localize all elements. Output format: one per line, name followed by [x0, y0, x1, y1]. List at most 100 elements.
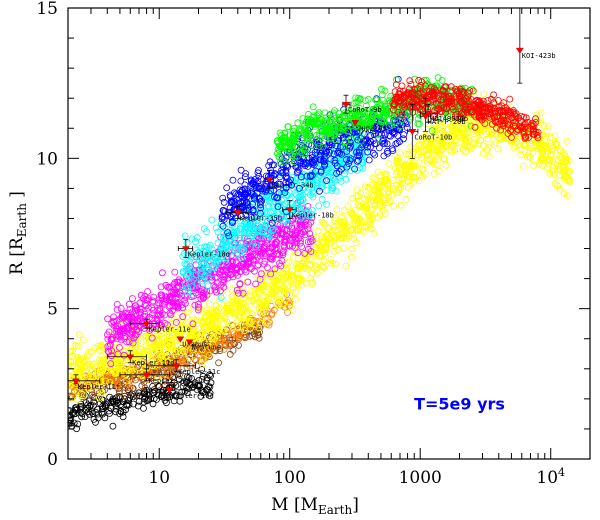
point: [374, 168, 382, 176]
point: [494, 145, 502, 153]
point: [98, 367, 106, 375]
point: [162, 392, 170, 400]
series-yellow: [68, 88, 574, 404]
point: [133, 391, 141, 399]
point: [540, 122, 547, 129]
point: [320, 257, 328, 265]
point: [77, 400, 85, 408]
point: [396, 149, 403, 157]
point: [94, 414, 102, 422]
point: [381, 131, 389, 139]
point: [164, 366, 171, 374]
point: [74, 420, 82, 428]
point: [323, 200, 331, 208]
point: [89, 393, 97, 401]
point: [161, 373, 169, 381]
planet-label: Neptune: [192, 344, 222, 352]
point: [451, 146, 459, 154]
point: [256, 319, 264, 327]
point: [218, 336, 225, 344]
point: [68, 416, 74, 424]
point: [73, 405, 81, 413]
point: [110, 398, 117, 406]
point: [217, 312, 225, 320]
point: [415, 159, 423, 166]
point: [125, 401, 133, 409]
point: [98, 395, 106, 403]
planet-label: Kepler-11c: [178, 368, 220, 376]
point: [215, 306, 222, 313]
point: [89, 410, 97, 417]
point: [127, 383, 135, 391]
point: [213, 318, 221, 326]
point: [168, 337, 176, 345]
point: [366, 194, 374, 202]
point: [149, 358, 156, 366]
point: [91, 344, 98, 352]
point: [274, 276, 281, 284]
point: [380, 188, 387, 196]
point: [121, 392, 128, 400]
planet-label: Kepler-20d: [149, 377, 191, 385]
point: [230, 340, 238, 348]
point: [415, 177, 423, 185]
point: [364, 196, 372, 204]
point: [510, 144, 518, 152]
point: [349, 194, 357, 202]
point: [553, 161, 561, 169]
point: [127, 391, 135, 399]
point: [142, 393, 150, 401]
point: [261, 315, 269, 322]
point: [177, 358, 185, 365]
point: [447, 123, 454, 130]
point: [113, 380, 120, 388]
point: [258, 314, 266, 322]
point: [114, 381, 122, 389]
point: [411, 177, 418, 185]
point: [220, 198, 228, 206]
point: [176, 392, 184, 400]
planet-label: Kepler-18d: [188, 251, 230, 259]
point: [120, 398, 127, 406]
point: [73, 388, 81, 396]
point: [80, 383, 88, 390]
planet-label: CoRoT-10b: [414, 133, 452, 141]
point: [205, 300, 213, 308]
point: [292, 288, 300, 296]
point: [400, 131, 408, 139]
point: [394, 154, 402, 162]
point: [245, 297, 253, 305]
point: [555, 162, 562, 170]
point: [315, 252, 323, 260]
point: [75, 342, 82, 350]
point: [79, 336, 87, 344]
point: [427, 134, 435, 142]
point: [325, 234, 333, 242]
point: [544, 123, 552, 130]
point: [215, 342, 223, 350]
point: [365, 156, 373, 164]
point: [165, 363, 173, 371]
point: [315, 202, 323, 210]
point: [219, 194, 227, 202]
point: [340, 207, 348, 214]
point: [331, 107, 339, 114]
point: [485, 153, 493, 161]
point: [117, 305, 125, 312]
point: [229, 176, 237, 184]
point: [284, 309, 292, 316]
planet-label: HAT-P-20b: [428, 118, 466, 126]
point: [206, 371, 214, 379]
point: [390, 202, 398, 210]
point: [227, 320, 235, 328]
point: [106, 409, 113, 417]
point: [268, 311, 276, 319]
point: [385, 160, 393, 168]
point: [226, 336, 234, 344]
point: [480, 90, 488, 98]
point: [126, 384, 134, 392]
point: [85, 397, 93, 405]
point: [281, 290, 289, 298]
point: [314, 227, 322, 235]
point: [229, 346, 237, 354]
